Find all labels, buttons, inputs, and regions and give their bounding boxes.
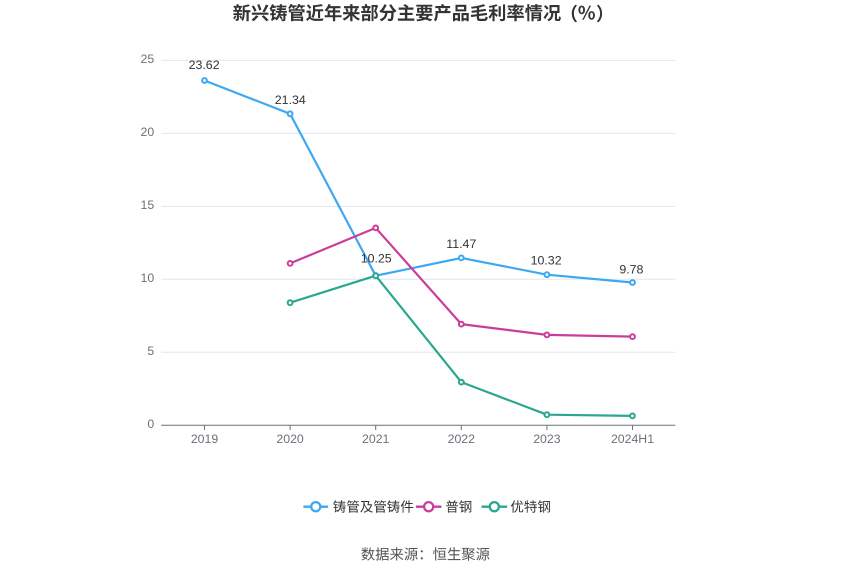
svg-text:9.78: 9.78 bbox=[619, 262, 643, 276]
svg-text:2021: 2021 bbox=[362, 432, 390, 446]
svg-text:10.25: 10.25 bbox=[361, 252, 392, 266]
svg-text:11.47: 11.47 bbox=[446, 237, 476, 251]
svg-text:2022: 2022 bbox=[448, 432, 476, 446]
svg-text:20: 20 bbox=[141, 125, 155, 139]
svg-text:2023: 2023 bbox=[533, 432, 561, 446]
svg-text:2020: 2020 bbox=[276, 432, 304, 446]
svg-text:25: 25 bbox=[141, 52, 155, 66]
svg-text:21.34: 21.34 bbox=[275, 93, 306, 107]
svg-text:5: 5 bbox=[147, 344, 154, 358]
svg-text:10: 10 bbox=[141, 271, 155, 285]
svg-text:23.62: 23.62 bbox=[189, 58, 220, 72]
svg-text:2019: 2019 bbox=[191, 432, 219, 446]
svg-text:15: 15 bbox=[141, 198, 155, 212]
svg-text:2024H1: 2024H1 bbox=[611, 432, 654, 446]
svg-text:0: 0 bbox=[147, 417, 154, 431]
svg-text:10.32: 10.32 bbox=[531, 253, 562, 267]
